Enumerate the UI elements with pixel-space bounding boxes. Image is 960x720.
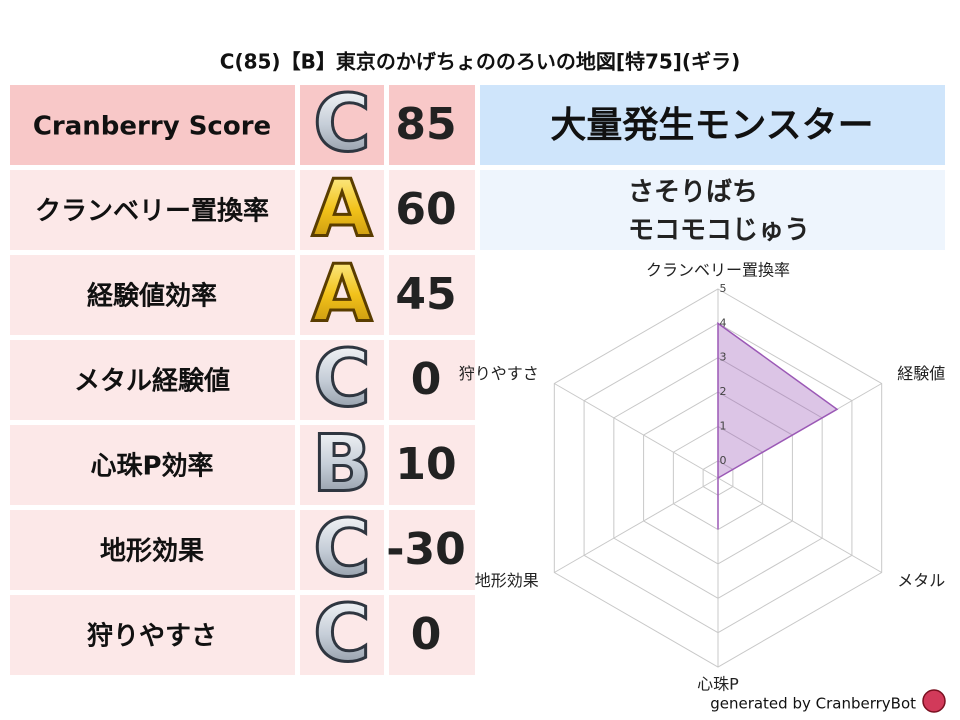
row-label: 経験値効率 [87, 281, 217, 312]
label-cell [10, 170, 295, 250]
score-value: 10 [395, 439, 456, 490]
label-cell [10, 85, 295, 165]
label-cell [10, 340, 295, 420]
score-value: 85 [395, 99, 456, 150]
title: C(85)【B】東京のかげちょののろいの地図[特75](ギラ) [220, 50, 740, 74]
type-box [480, 85, 945, 165]
grade: A [312, 164, 372, 254]
score-value: 60 [395, 184, 456, 235]
row-label: クランベリー置換率 [35, 196, 269, 227]
grade-cell [300, 340, 384, 420]
grade-cell [300, 170, 384, 250]
score-value: 0 [411, 354, 442, 405]
value-cell [389, 340, 475, 420]
grade-cell [300, 255, 384, 335]
radar-area [717, 321, 839, 530]
spoke [554, 383, 719, 479]
value-cell [389, 425, 475, 505]
spoke [554, 477, 719, 573]
tick-label: 4 [720, 316, 727, 329]
score-value: 0 [411, 609, 442, 660]
tick-label: 5 [720, 282, 727, 295]
label-cell [10, 255, 295, 335]
row-label: メタル経験値 [74, 366, 230, 397]
label-cell [10, 595, 295, 675]
label-cell [10, 425, 295, 505]
bot-icon [922, 689, 946, 713]
row-label: Cranberry Score [33, 112, 271, 142]
grade: B [312, 419, 371, 509]
monster-box [480, 170, 945, 250]
tick-label: 0 [720, 454, 727, 467]
value-cell [389, 85, 475, 165]
row-label: 地形効果 [100, 536, 204, 567]
monster-name: モコモコじゅう [628, 216, 810, 246]
axis-label: 心珠P [697, 675, 739, 694]
axis-label: クランベリー置換率 [646, 261, 790, 280]
axis-label: メタル [897, 571, 945, 590]
value-cell [389, 595, 475, 675]
grade-cell [300, 85, 384, 165]
grade: C [313, 504, 370, 594]
spoke [717, 477, 882, 573]
tick-label: 1 [720, 419, 727, 432]
grade: C [313, 589, 370, 679]
grade: A [312, 249, 372, 339]
grade-cell [300, 510, 384, 590]
value-cell [389, 510, 475, 590]
row-label: 心珠P効率 [90, 451, 213, 482]
axis-label: 経験値 [897, 364, 945, 383]
grade-cell [300, 595, 384, 675]
value-cell [389, 170, 475, 250]
monster-name: さそりばち [628, 178, 758, 208]
value-cell [389, 255, 475, 335]
tick-label: 3 [720, 351, 727, 364]
grade: C [313, 334, 370, 424]
footer: generated by CranberryBot [710, 695, 916, 713]
score-value: 45 [395, 269, 456, 320]
axis-label: 地形効果 [475, 571, 539, 590]
tick-label: 2 [720, 385, 727, 398]
grade: C [313, 79, 370, 169]
row-label: 狩りやすさ [87, 622, 217, 652]
score-value: -30 [386, 524, 466, 575]
monster-type: 大量発生モンスター [550, 105, 873, 146]
label-cell [10, 510, 295, 590]
axis-label: 狩りやすさ [459, 364, 539, 383]
grade-cell [300, 425, 384, 505]
